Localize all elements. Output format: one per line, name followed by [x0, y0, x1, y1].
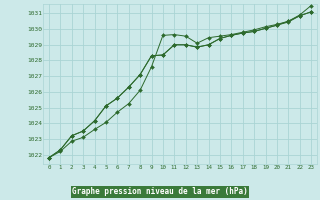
- Text: Graphe pression niveau de la mer (hPa): Graphe pression niveau de la mer (hPa): [72, 188, 248, 196]
